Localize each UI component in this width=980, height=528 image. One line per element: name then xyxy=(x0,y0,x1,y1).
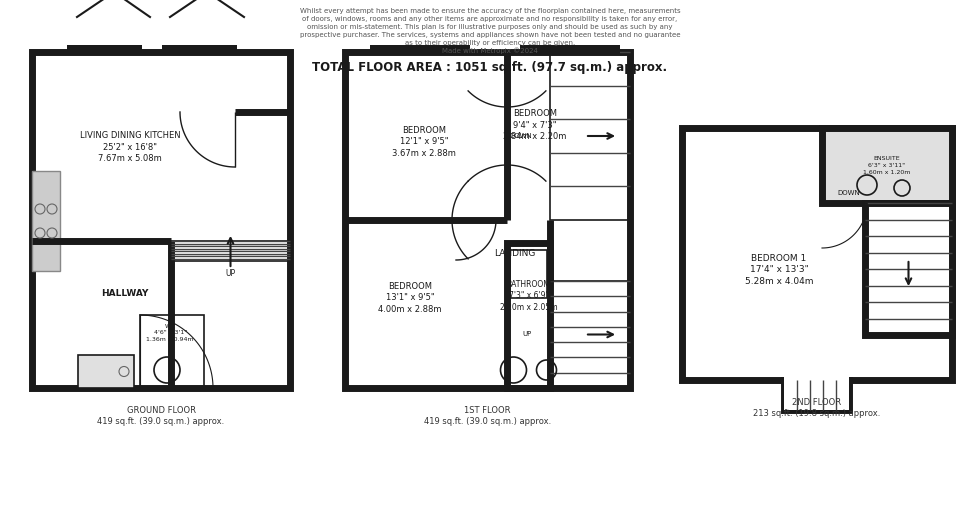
Bar xyxy=(682,128,826,203)
Text: TOTAL FLOOR AREA : 1051 sq.ft. (97.7 sq.m.) approx.: TOTAL FLOOR AREA : 1051 sq.ft. (97.7 sq.… xyxy=(313,61,667,74)
Text: UP: UP xyxy=(522,332,532,337)
Text: Whilst every attempt has been made to ensure the accuracy of the floorplan conta: Whilst every attempt has been made to en… xyxy=(300,7,680,54)
Text: LANDING: LANDING xyxy=(494,250,536,259)
Text: 1ST FLOOR
419 sq.ft. (39.0 sq.m.) approx.: 1ST FLOOR 419 sq.ft. (39.0 sq.m.) approx… xyxy=(424,406,551,427)
Text: HALLWAY: HALLWAY xyxy=(101,289,149,298)
Text: DOWN: DOWN xyxy=(510,133,532,139)
Bar xyxy=(171,241,290,261)
Bar xyxy=(510,250,547,298)
Bar xyxy=(78,355,134,388)
Bar xyxy=(140,315,204,388)
Text: BEDROOM
13'1" x 9'5"
4.00m x 2.88m: BEDROOM 13'1" x 9'5" 4.00m x 2.88m xyxy=(378,282,442,314)
Bar xyxy=(507,243,550,388)
Text: ENSUITE
6'3" x 3'11"
1.60m x 1.20m: ENSUITE 6'3" x 3'11" 1.60m x 1.20m xyxy=(863,156,910,175)
Bar xyxy=(67,45,142,54)
Bar xyxy=(550,281,630,388)
Text: WC
4'6" x 3'1"
1.36m x 0.94m: WC 4'6" x 3'1" 1.36m x 0.94m xyxy=(146,324,194,342)
Bar xyxy=(370,45,470,54)
Text: BEDROOM 1
17'4" x 13'3"
5.28m x 4.04m: BEDROOM 1 17'4" x 13'3" 5.28m x 4.04m xyxy=(745,253,813,286)
Bar xyxy=(865,203,952,335)
Text: DOWN: DOWN xyxy=(837,190,860,196)
Text: LIVING DINING KITCHEN
25'2" x 16'8"
7.67m x 5.08m: LIVING DINING KITCHEN 25'2" x 16'8" 7.67… xyxy=(79,131,180,163)
Bar xyxy=(345,52,630,388)
Text: BATHROOM
7'3" x 6'9"
2.20m x 2.05m: BATHROOM 7'3" x 6'9" 2.20m x 2.05m xyxy=(500,280,558,312)
Text: GROUND FLOOR
419 sq.ft. (39.0 sq.m.) approx.: GROUND FLOOR 419 sq.ft. (39.0 sq.m.) app… xyxy=(97,406,224,427)
Bar xyxy=(784,380,849,410)
Bar xyxy=(32,52,290,388)
Text: BEDROOM
9'4" x 7'3"
2.84m x 2.20m: BEDROOM 9'4" x 7'3" 2.84m x 2.20m xyxy=(504,109,566,142)
Bar xyxy=(520,45,620,54)
Text: 2ND FLOOR
213 sq.ft. (19.8 sq.m.) approx.: 2ND FLOOR 213 sq.ft. (19.8 sq.m.) approx… xyxy=(754,398,881,418)
Bar xyxy=(162,45,237,54)
Bar xyxy=(784,375,849,410)
Text: BEDROOM
12'1" x 9'5"
3.67m x 2.88m: BEDROOM 12'1" x 9'5" 3.67m x 2.88m xyxy=(392,126,456,158)
Text: UP: UP xyxy=(225,269,235,278)
Bar xyxy=(822,128,952,203)
Bar xyxy=(550,52,630,220)
Bar xyxy=(32,171,60,271)
Bar xyxy=(682,128,952,380)
